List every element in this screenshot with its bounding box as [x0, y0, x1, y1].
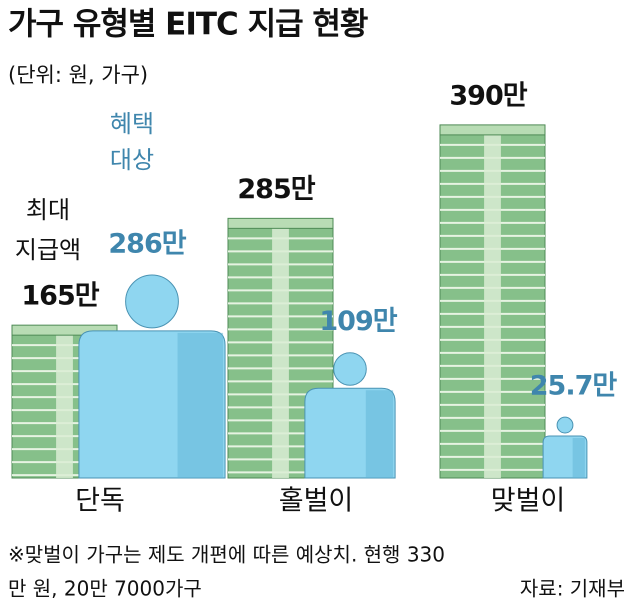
money-stack: [439, 124, 546, 479]
stack-top: [439, 124, 546, 136]
x-tick-label: 홀벌이: [279, 486, 354, 517]
person-head: [125, 274, 179, 329]
annotation: 대상: [110, 146, 154, 174]
person: [78, 274, 226, 479]
annotation: 지급액: [15, 236, 81, 264]
person-shade: [365, 390, 394, 478]
person: [304, 352, 396, 479]
value-label: 286만: [108, 229, 186, 260]
footnote: ※맞벌이 가구는 제도 개편에 따른 예상치. 현행 330: [8, 543, 445, 567]
value-label: 165만: [21, 281, 99, 312]
stack-top: [227, 217, 334, 229]
x-tick-label: 맞벌이: [491, 486, 566, 517]
bill-band: [56, 331, 73, 478]
value-label: 285만: [237, 174, 315, 205]
annotation: 최대: [26, 196, 70, 224]
subtitle: (단위: 원, 가구): [8, 63, 148, 87]
source: 자료: 기재부: [520, 577, 625, 601]
footnote: 만 원, 20만 7000가구: [8, 577, 202, 601]
x-tick-label: 단독: [75, 486, 125, 517]
person-head: [556, 416, 574, 434]
annotation: 혜택: [110, 110, 154, 138]
person: [542, 416, 588, 479]
value-label: 25.7만: [530, 371, 618, 402]
stack-top: [11, 324, 118, 336]
person-head: [333, 352, 367, 386]
person-shade: [572, 437, 585, 478]
chart-title: 가구 유형별 EITC 지급 현황: [8, 7, 368, 43]
bill-band: [484, 130, 501, 478]
person-shade: [177, 332, 224, 478]
value-label: 390만: [449, 80, 527, 111]
bill-band: [272, 224, 289, 478]
value-label: 109만: [319, 306, 397, 337]
